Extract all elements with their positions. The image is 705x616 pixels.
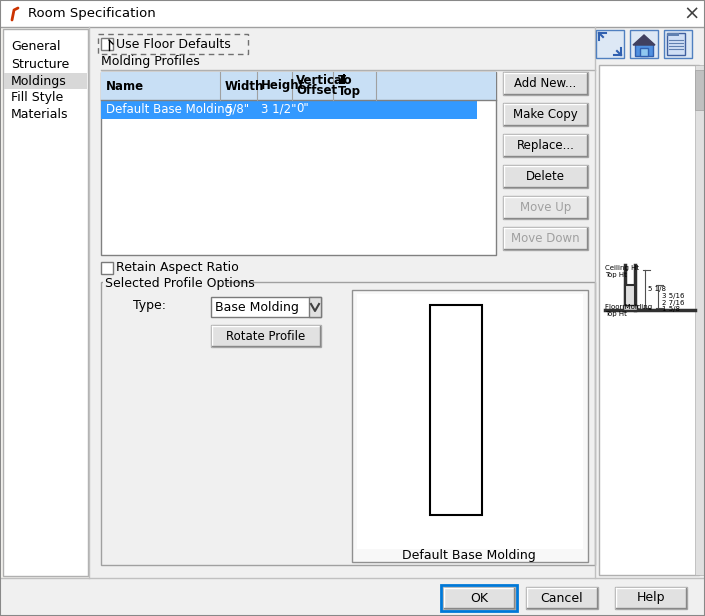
Bar bbox=[101, 72, 496, 255]
Text: Ceiling Ht: Ceiling Ht bbox=[605, 265, 639, 271]
Bar bbox=[595, 27, 705, 578]
Text: Structure: Structure bbox=[11, 57, 69, 70]
Bar bbox=[695, 65, 705, 575]
Bar bbox=[640, 48, 648, 56]
Bar bbox=[615, 587, 687, 609]
Text: Default Base Molding: Default Base Molding bbox=[106, 102, 232, 116]
Text: 3 1/2": 3 1/2" bbox=[261, 102, 297, 116]
Text: Delete: Delete bbox=[526, 170, 565, 183]
Bar bbox=[443, 587, 515, 609]
Text: Floor Molding: Floor Molding bbox=[605, 304, 652, 310]
Text: Height: Height bbox=[261, 79, 305, 92]
Text: Use Floor Defaults: Use Floor Defaults bbox=[116, 38, 231, 51]
Bar bbox=[0, 27, 90, 578]
Bar bbox=[526, 587, 598, 609]
Text: Name: Name bbox=[106, 79, 144, 92]
Bar bbox=[0, 578, 705, 616]
Bar bbox=[3, 29, 88, 576]
Bar bbox=[90, 27, 595, 578]
Bar bbox=[352, 290, 588, 562]
Text: Fill Style: Fill Style bbox=[11, 92, 63, 105]
Polygon shape bbox=[633, 35, 655, 45]
Bar bbox=[430, 305, 482, 515]
Text: Move Down: Move Down bbox=[511, 232, 580, 245]
Bar bbox=[101, 38, 113, 50]
Text: Materials: Materials bbox=[11, 108, 68, 121]
Bar bbox=[101, 282, 595, 565]
Text: Replace...: Replace... bbox=[517, 139, 575, 152]
Bar bbox=[599, 65, 699, 575]
Text: Molding Profiles: Molding Profiles bbox=[101, 54, 200, 68]
Bar bbox=[441, 585, 517, 611]
Text: 2 7/16: 2 7/16 bbox=[662, 300, 685, 306]
Text: Vertical: Vertical bbox=[296, 73, 347, 86]
Bar bbox=[357, 294, 583, 549]
Bar bbox=[503, 103, 588, 126]
Bar bbox=[101, 100, 477, 119]
Bar bbox=[211, 325, 321, 347]
Text: Top: Top bbox=[338, 84, 361, 97]
Text: Room Specification: Room Specification bbox=[28, 7, 156, 20]
Bar bbox=[103, 278, 225, 288]
Text: ×: × bbox=[684, 4, 700, 23]
Bar bbox=[695, 70, 705, 110]
Bar bbox=[4, 73, 87, 89]
Text: Selected Profile Options: Selected Profile Options bbox=[105, 277, 255, 290]
Text: Moldings: Moldings bbox=[11, 75, 67, 87]
Bar bbox=[101, 262, 113, 274]
Bar bbox=[503, 165, 588, 188]
Bar bbox=[503, 134, 588, 157]
Text: General: General bbox=[11, 41, 61, 54]
Bar bbox=[309, 297, 321, 317]
Text: 5 1/8: 5 1/8 bbox=[648, 286, 666, 292]
Text: 0": 0" bbox=[296, 102, 309, 116]
Bar bbox=[503, 196, 588, 219]
Bar bbox=[667, 33, 685, 55]
Bar bbox=[103, 281, 227, 283]
Text: Type:: Type: bbox=[133, 299, 166, 312]
Text: Help: Help bbox=[637, 591, 666, 604]
Text: Cancel: Cancel bbox=[541, 591, 583, 604]
Bar bbox=[667, 33, 679, 36]
Bar bbox=[503, 227, 588, 250]
Text: Top Ht: Top Ht bbox=[605, 311, 627, 317]
Text: Add New...: Add New... bbox=[515, 77, 577, 90]
Bar bbox=[211, 297, 321, 317]
Bar bbox=[623, 305, 637, 310]
Text: Base Molding: Base Molding bbox=[215, 301, 299, 314]
Bar bbox=[630, 30, 658, 58]
Text: Offset: Offset bbox=[296, 84, 337, 97]
Text: 3 5/16: 3 5/16 bbox=[662, 293, 685, 299]
Text: Width: Width bbox=[225, 79, 264, 92]
Text: Default Base Molding: Default Base Molding bbox=[402, 549, 536, 562]
Bar bbox=[1, 1, 704, 27]
Bar bbox=[664, 30, 692, 58]
Text: To: To bbox=[338, 73, 352, 86]
Bar bbox=[635, 44, 653, 56]
Text: Retain Aspect Ratio: Retain Aspect Ratio bbox=[116, 262, 239, 275]
Text: OK: OK bbox=[470, 591, 488, 604]
Text: Top Ht: Top Ht bbox=[605, 272, 627, 278]
Bar bbox=[503, 72, 588, 95]
Bar bbox=[101, 72, 496, 100]
Text: 5/8": 5/8" bbox=[225, 102, 249, 116]
Bar bbox=[625, 285, 635, 310]
Text: Make Copy: Make Copy bbox=[513, 108, 578, 121]
Text: Rotate Profile: Rotate Profile bbox=[226, 330, 306, 342]
Bar bbox=[596, 30, 624, 58]
Text: Move Up: Move Up bbox=[520, 201, 571, 214]
Text: 1 5/8: 1 5/8 bbox=[662, 306, 680, 312]
